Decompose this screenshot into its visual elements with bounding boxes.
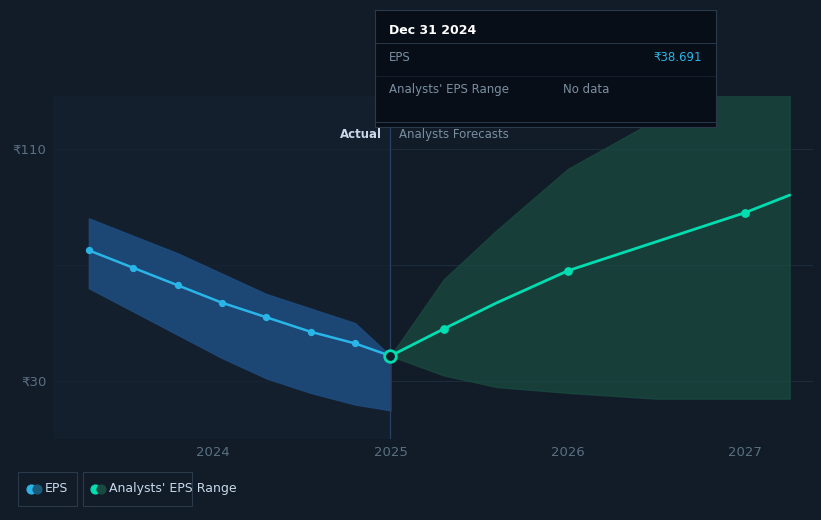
Bar xyxy=(53,96,391,439)
Point xyxy=(89,485,102,493)
Point xyxy=(30,485,44,493)
Point xyxy=(95,485,108,493)
Text: Analysts' EPS Range: Analysts' EPS Range xyxy=(389,83,509,96)
Point xyxy=(304,328,317,336)
Point xyxy=(82,246,95,254)
Point xyxy=(348,339,361,347)
Text: ₹38.691: ₹38.691 xyxy=(654,51,702,64)
Text: No data: No data xyxy=(562,83,609,96)
Point xyxy=(384,352,397,360)
Text: Dec 31 2024: Dec 31 2024 xyxy=(389,24,476,37)
Point xyxy=(171,281,184,290)
Text: EPS: EPS xyxy=(45,483,68,495)
Text: EPS: EPS xyxy=(389,51,410,64)
Text: Analysts Forecasts: Analysts Forecasts xyxy=(399,127,509,140)
Point xyxy=(126,264,140,272)
Point xyxy=(259,313,273,321)
Point xyxy=(739,209,752,217)
Bar xyxy=(83,472,192,506)
Point xyxy=(562,267,575,275)
Text: Analysts' EPS Range: Analysts' EPS Range xyxy=(109,483,236,495)
Point xyxy=(24,485,37,493)
Text: Actual: Actual xyxy=(340,127,382,140)
Point xyxy=(215,298,228,307)
Bar xyxy=(18,472,77,506)
Point xyxy=(437,324,450,333)
